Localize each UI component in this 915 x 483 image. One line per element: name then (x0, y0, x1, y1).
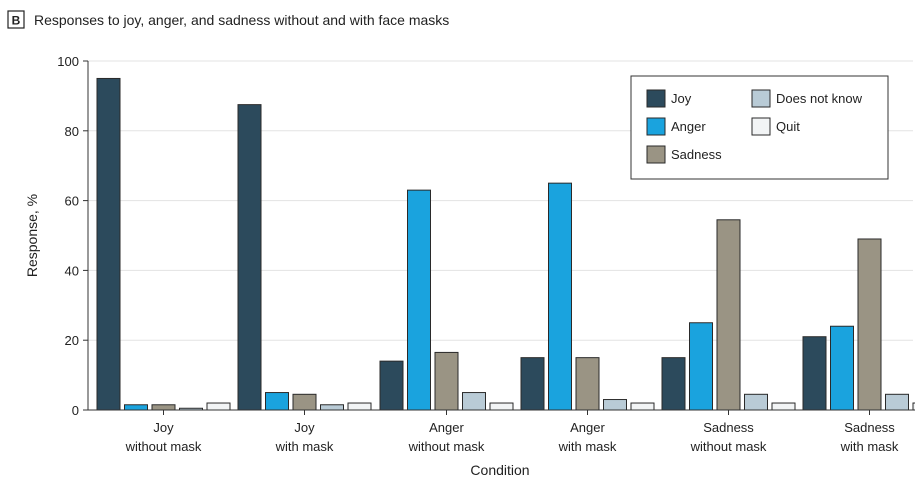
bar (489, 402, 514, 411)
bar (630, 402, 655, 411)
bar (857, 238, 882, 411)
bar (744, 393, 768, 411)
legend-swatch (751, 89, 771, 108)
legend-label: Joy (671, 91, 692, 106)
legend-swatch (646, 145, 666, 164)
bar (434, 351, 459, 411)
x-tick-label: without mask (408, 439, 485, 454)
bar (802, 336, 827, 411)
bar (347, 402, 372, 411)
bar (96, 77, 121, 411)
x-tick-label: Sadness (703, 420, 754, 435)
bars (96, 77, 915, 411)
x-tick-label: Sadness (844, 420, 895, 435)
y-tick-label: 60 (65, 194, 79, 209)
x-tick-label: without mask (690, 439, 767, 454)
y-tick-label: 0 (72, 403, 79, 418)
bar (407, 189, 431, 411)
panel-badge-label: B (12, 14, 21, 28)
bar (885, 393, 909, 411)
y-tick-label: 20 (65, 333, 79, 348)
x-tick-label: with mask (558, 439, 617, 454)
x-tick-label: Anger (429, 420, 464, 435)
legend-label: Does not know (776, 91, 863, 106)
legend-label: Anger (671, 119, 706, 134)
bar (462, 392, 486, 411)
x-tick-label: Anger (570, 420, 605, 435)
legend-swatch (751, 117, 771, 136)
bar (320, 404, 344, 411)
bar (151, 404, 176, 411)
legend-label: Sadness (671, 147, 722, 162)
bar (548, 182, 572, 411)
y-tick-label: 40 (65, 263, 79, 278)
chart-title: Responses to joy, anger, and sadness wit… (34, 12, 449, 28)
x-tick-label: Joy (153, 420, 174, 435)
bar (771, 402, 796, 411)
legend-swatch (646, 117, 666, 136)
bar (689, 322, 713, 411)
bar (575, 357, 600, 411)
x-tick-label: Joy (294, 420, 315, 435)
bar (379, 360, 404, 411)
y-tick-label: 100 (57, 54, 79, 69)
legend-swatch (646, 89, 666, 108)
bar (830, 325, 854, 411)
x-tick-label: with mask (275, 439, 334, 454)
y-tick-label: 80 (65, 124, 79, 139)
y-axis-label: Response, % (24, 194, 40, 277)
x-tick-label: with mask (840, 439, 899, 454)
bar (912, 402, 915, 411)
bar (206, 402, 231, 411)
x-tick-label: without mask (125, 439, 202, 454)
bar (520, 357, 545, 411)
bar (661, 357, 686, 411)
bar (265, 392, 289, 411)
legend: Joy Anger Sadness Does not know Quit (630, 75, 889, 180)
bar (237, 104, 262, 411)
panel-badge: B (7, 10, 25, 29)
bar (716, 219, 741, 411)
bar (124, 404, 148, 411)
bar (603, 399, 627, 411)
legend-label: Quit (776, 119, 800, 134)
bar (292, 393, 317, 411)
x-axis: Joy without mask Joy with mask Anger without … (88, 409, 913, 454)
x-axis-label: Condition (470, 462, 529, 478)
y-axis: 0 20 40 60 80 100 (57, 54, 89, 418)
